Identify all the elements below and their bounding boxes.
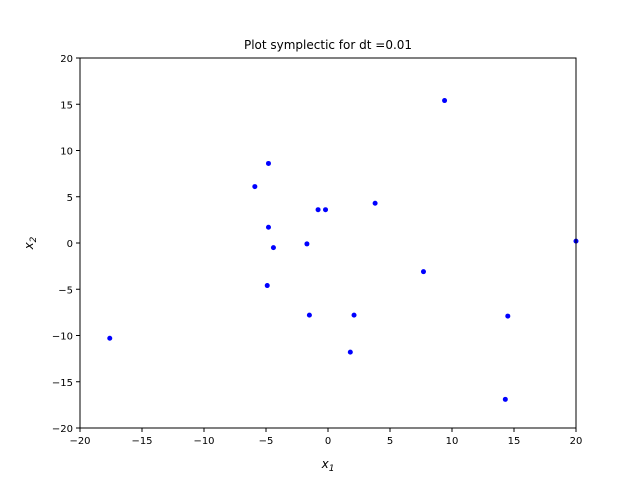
y-tick-label: −10 [52,332,73,343]
plot-frame [79,57,577,429]
data-points [107,98,579,402]
scatter-point [420,269,426,275]
scatter-point [502,396,508,402]
y-tick-label: 20 [60,54,73,65]
x-axis-label-base: x [321,457,330,471]
y-axis-label-base: x [22,241,36,250]
scatter-point [372,200,378,206]
x-tick-label: 5 [387,436,393,447]
y-tick-label: 15 [60,100,73,111]
scatter-point [315,207,321,213]
scatter-point [270,245,276,251]
y-tick-label: −15 [52,378,73,389]
scatter-point [306,312,312,318]
x-tick-label: 0 [325,436,331,447]
x-tick-label: 20 [570,436,583,447]
y-tick-label: 5 [67,193,73,204]
y-tick-label: 10 [60,147,73,158]
scatter-point [265,224,271,230]
x-axis-label-sub: 1 [329,464,335,474]
scatter-point [442,98,448,104]
y-tick-label: −5 [58,285,73,296]
scatter-point [323,207,329,213]
x-tick-label: −20 [69,436,90,447]
scatter-point [264,283,270,289]
chart-title: Plot symplectic for dt =0.01 [244,38,412,52]
x-tick-label: 10 [446,436,459,447]
scatter-point [265,160,271,166]
y-tick-label: −20 [52,424,73,435]
x-tick-label: 15 [508,436,521,447]
y-axis-label: x2 [22,236,39,250]
x-tick-label: −10 [193,436,214,447]
scatter-point [351,312,357,318]
x-tick-label: −5 [259,436,274,447]
y-tick-label: 0 [67,239,73,250]
scatter-point [347,349,353,355]
y-axis-label-sub: 2 [29,236,39,242]
scatter-point [505,313,511,319]
scatter-point [304,241,310,247]
x-tick-label: −15 [131,436,152,447]
scatter-point [107,335,113,341]
scatter-point [252,184,258,190]
axis-ticks: −20 −15 −10 −5 0 5 10 15 20 −20 −15 −10 −5 0 5 10 15 20 [52,54,582,447]
x-axis-label: x1 [321,457,335,474]
